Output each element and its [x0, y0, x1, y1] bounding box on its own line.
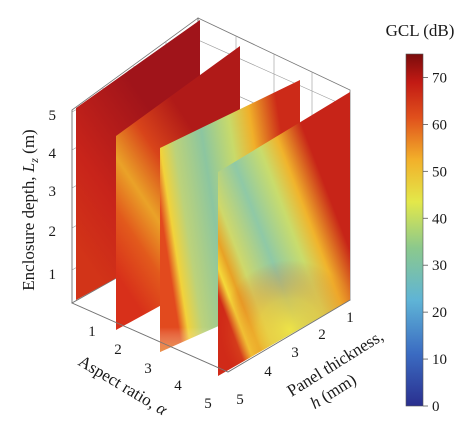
colorbar-tick-label: 60 — [432, 117, 447, 133]
thickness-tick-label: 1 — [346, 310, 354, 326]
colorbar-tick-label: 30 — [432, 258, 447, 274]
depth-tick-label: 3 — [49, 184, 57, 200]
depth-axis: 1 2 3 4 5 Enclosure depth, Lz (m) — [19, 108, 57, 291]
depth-tick-label: 4 — [49, 146, 57, 162]
thickness-tick-label: 2 — [318, 327, 326, 343]
thickness-tick-label: 5 — [236, 392, 244, 408]
aspect-tick-label: 2 — [114, 342, 122, 358]
colorbar-tick-label: 0 — [432, 399, 440, 415]
depth-tick-label: 5 — [49, 108, 57, 124]
colorbar-title: GCL (dB) — [386, 21, 455, 40]
aspect-tick-label: 5 — [204, 396, 212, 412]
colorbar-tick-label: 70 — [432, 70, 447, 86]
aspect-tick-label: 1 — [88, 324, 96, 340]
colorbar-ticks: 0 10 20 30 40 50 60 70 — [423, 70, 447, 415]
front-floor-edge — [71, 302, 229, 373]
aspect-tick-label: 4 — [174, 378, 182, 394]
colorbar-gradient — [405, 53, 424, 407]
colorbar-tick-label: 20 — [432, 305, 447, 321]
aspect-tick-label: 3 — [144, 361, 152, 377]
front-edges — [71, 110, 351, 373]
depth-tick-label: 2 — [49, 224, 57, 240]
colorbar-tick-label: 50 — [432, 164, 447, 180]
colorbar: GCL (dB) 0 10 20 30 40 50 60 70 — [386, 21, 455, 415]
aspect-ratio-axis: 1 2 3 4 5 Aspect ratio, α — [75, 324, 212, 420]
depth-axis-label: Enclosure depth, Lz (m) — [19, 129, 41, 290]
colorbar-tick-label: 10 — [432, 352, 447, 368]
colorbar-tick-label: 40 — [432, 211, 447, 227]
aspect-axis-label: Aspect ratio, α — [75, 351, 171, 419]
depth-axis-label-sub: z — [27, 158, 41, 164]
depth-axis-label-unit: (m) — [19, 129, 38, 158]
depth-tick-label: 1 — [49, 267, 57, 283]
gcl-slice-aspect-4-shade — [218, 92, 350, 376]
depth-axis-label-prefix: Enclosure depth, — [19, 172, 38, 291]
thickness-tick-label: 4 — [264, 364, 272, 380]
depth-axis-label-symbol: L — [19, 163, 38, 173]
thickness-tick-label: 3 — [291, 345, 299, 361]
gcl-slices — [76, 20, 350, 376]
right-floor-edge — [227, 299, 351, 373]
